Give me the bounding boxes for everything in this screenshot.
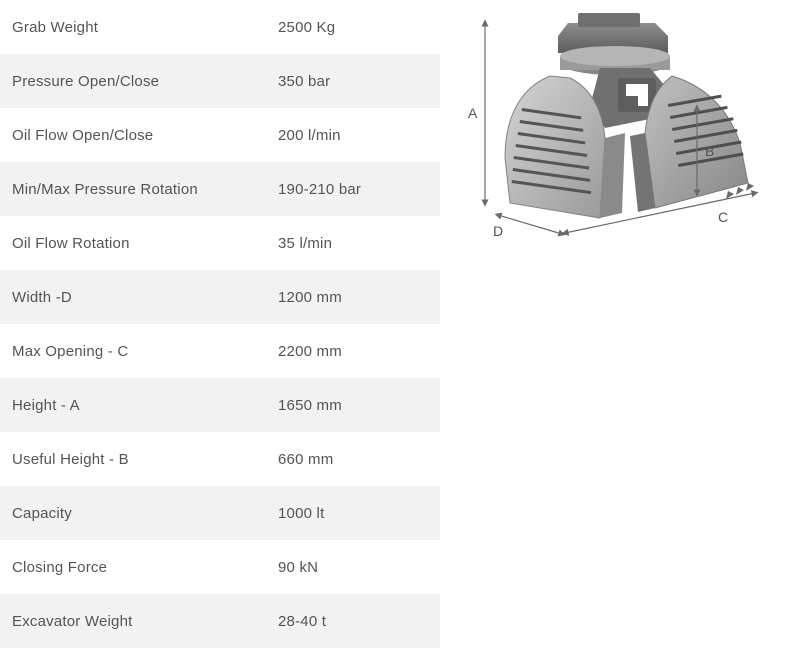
table-row: Grab Weight2500 Kg (0, 0, 440, 54)
dim-line-d (498, 215, 562, 234)
spec-label: Grab Weight (0, 19, 278, 36)
spec-label: Oil Flow Rotation (0, 235, 278, 252)
spec-value: 350 bar (278, 73, 440, 90)
grapple-body-icon (505, 13, 754, 218)
spec-value: 2500 Kg (278, 19, 440, 36)
table-row: Oil Flow Rotation35 l/min (0, 216, 440, 270)
table-row: Min/Max Pressure Rotation190-210 bar (0, 162, 440, 216)
table-row: Closing Force90 kN (0, 540, 440, 594)
spec-value: 90 kN (278, 559, 440, 576)
spec-value: 660 mm (278, 451, 440, 468)
table-row: Height - A1650 mm (0, 378, 440, 432)
spec-label: Width -D (0, 289, 278, 306)
spec-label: Pressure Open/Close (0, 73, 278, 90)
spec-label: Capacity (0, 505, 278, 522)
table-row: Excavator Weight28-40 t (0, 594, 440, 648)
table-row: Pressure Open/Close350 bar (0, 54, 440, 108)
spec-value: 1000 lt (278, 505, 440, 522)
spec-label: Excavator Weight (0, 613, 278, 630)
spec-table: Grab Weight2500 Kg Pressure Open/Close35… (0, 0, 440, 649)
dim-label-b: B (705, 143, 714, 159)
grapple-illustration: A (450, 8, 790, 258)
spec-value: 2200 mm (278, 343, 440, 360)
dim-label-d: D (493, 223, 503, 239)
dim-label-a: A (468, 105, 478, 121)
spec-value: 28-40 t (278, 613, 440, 630)
spec-value: 35 l/min (278, 235, 440, 252)
spec-value: 1650 mm (278, 397, 440, 414)
spec-label: Height - A (0, 397, 278, 414)
spec-label: Oil Flow Open/Close (0, 127, 278, 144)
dim-label-c: C (718, 209, 728, 225)
table-row: Width -D1200 mm (0, 270, 440, 324)
spec-value: 200 l/min (278, 127, 440, 144)
table-row: Useful Height - B660 mm (0, 432, 440, 486)
table-row: Capacity1000 lt (0, 486, 440, 540)
table-row: Oil Flow Open/Close200 l/min (0, 108, 440, 162)
table-row: Max Opening - C2200 mm (0, 324, 440, 378)
spec-value: 190-210 bar (278, 181, 440, 198)
spec-value: 1200 mm (278, 289, 440, 306)
spec-label: Min/Max Pressure Rotation (0, 181, 278, 198)
spec-label: Useful Height - B (0, 451, 278, 468)
spec-label: Closing Force (0, 559, 278, 576)
spec-label: Max Opening - C (0, 343, 278, 360)
